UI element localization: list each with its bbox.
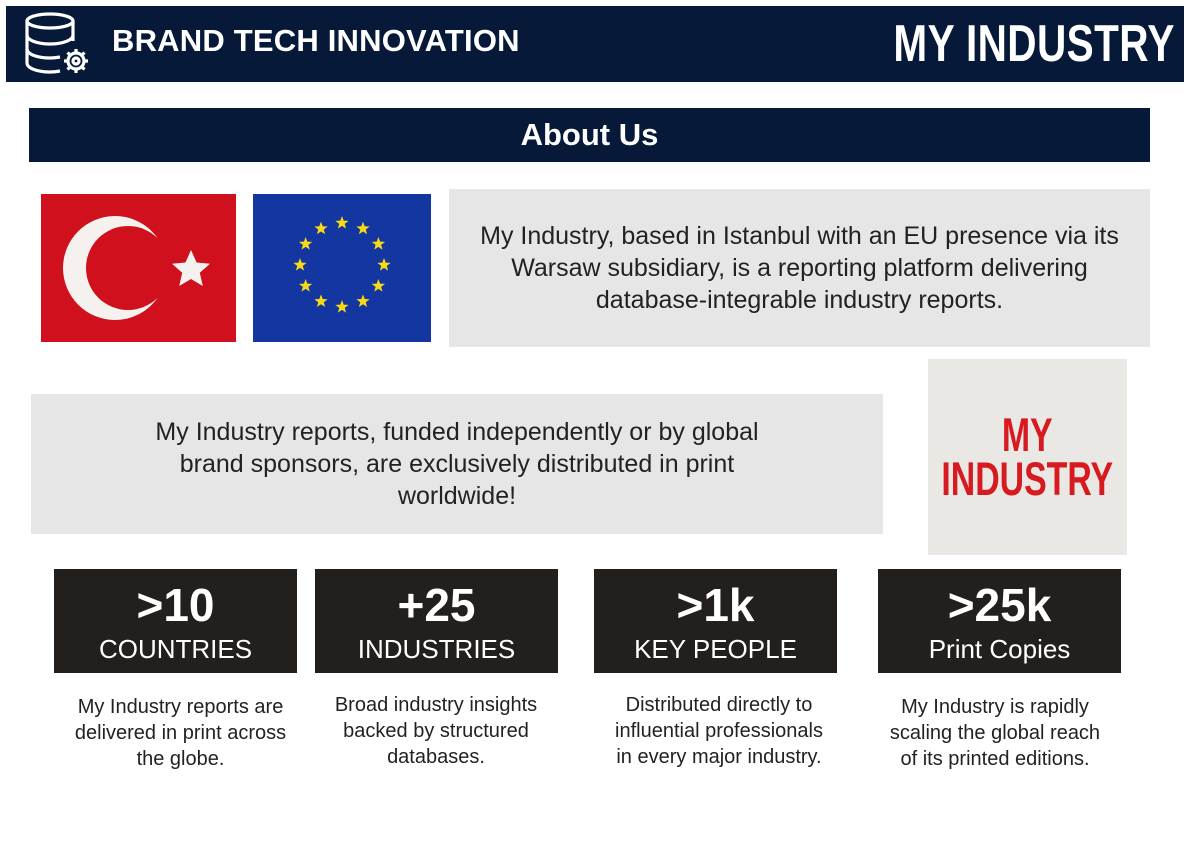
turkey-flag-icon [41,194,236,342]
eu-star-icon [371,237,386,250]
eu-star-icon [371,279,386,292]
eu-flag-icon [253,194,431,342]
stat-label: COUNTRIES [98,634,253,664]
database-gear-icon [25,12,88,74]
stat-value: >25k [947,579,1052,631]
eu-star-icon [335,216,349,229]
my-industry-logo-tile: MY INDUSTRY [928,359,1127,555]
header-bar [6,6,1184,82]
my-industry-header-logo: MY INDUSTRY [893,15,1175,73]
eu-star-icon [298,279,313,292]
distribution-text: My Industry reports, funded independentl… [155,418,759,510]
eu-star-icon [293,258,307,271]
about-us-heading: About Us [29,108,1150,162]
eu-star-icon [314,294,328,308]
stat-industries: +25 INDUSTRIES [315,569,558,673]
eu-star-icon [356,221,370,235]
stat-label: Print Copies [928,634,1071,664]
eu-star-icon [298,237,313,250]
stat-value: >10 [136,579,215,631]
stat-label: INDUSTRIES [357,634,516,664]
stat-description-industries: Broad industry insights backed by struct… [334,694,538,768]
stat-value: >1k [676,579,755,631]
stat-description-countries: My Industry reports are delivered in pri… [74,696,287,770]
distribution-panel: My Industry reports, funded independentl… [31,394,883,534]
about-intro-text: My Industry, based in Istanbul with an E… [480,222,1119,314]
brand-title: BRAND TECH INNOVATION [112,23,520,58]
stat-description-print-copies: My Industry is rapidly scaling the globa… [889,696,1101,770]
stat-value: +25 [397,579,476,631]
eu-star-icon [377,258,391,271]
stat-description-key-people: Distributed directly to influential prof… [615,694,823,768]
stat-label: KEY PEOPLE [634,634,797,664]
eu-star-icon [335,300,349,313]
stat-countries: >10 COUNTRIES [54,569,297,673]
logo-line-industry: INDUSTRY [941,452,1114,505]
stat-print-copies: >25k Print Copies [878,569,1121,673]
about-intro-panel: My Industry, based in Istanbul with an E… [449,189,1150,347]
logo-line-my: MY [1002,408,1053,461]
eu-star-icon [314,221,328,235]
stat-key-people: >1k KEY PEOPLE [594,569,837,673]
eu-star-icon [356,294,370,308]
